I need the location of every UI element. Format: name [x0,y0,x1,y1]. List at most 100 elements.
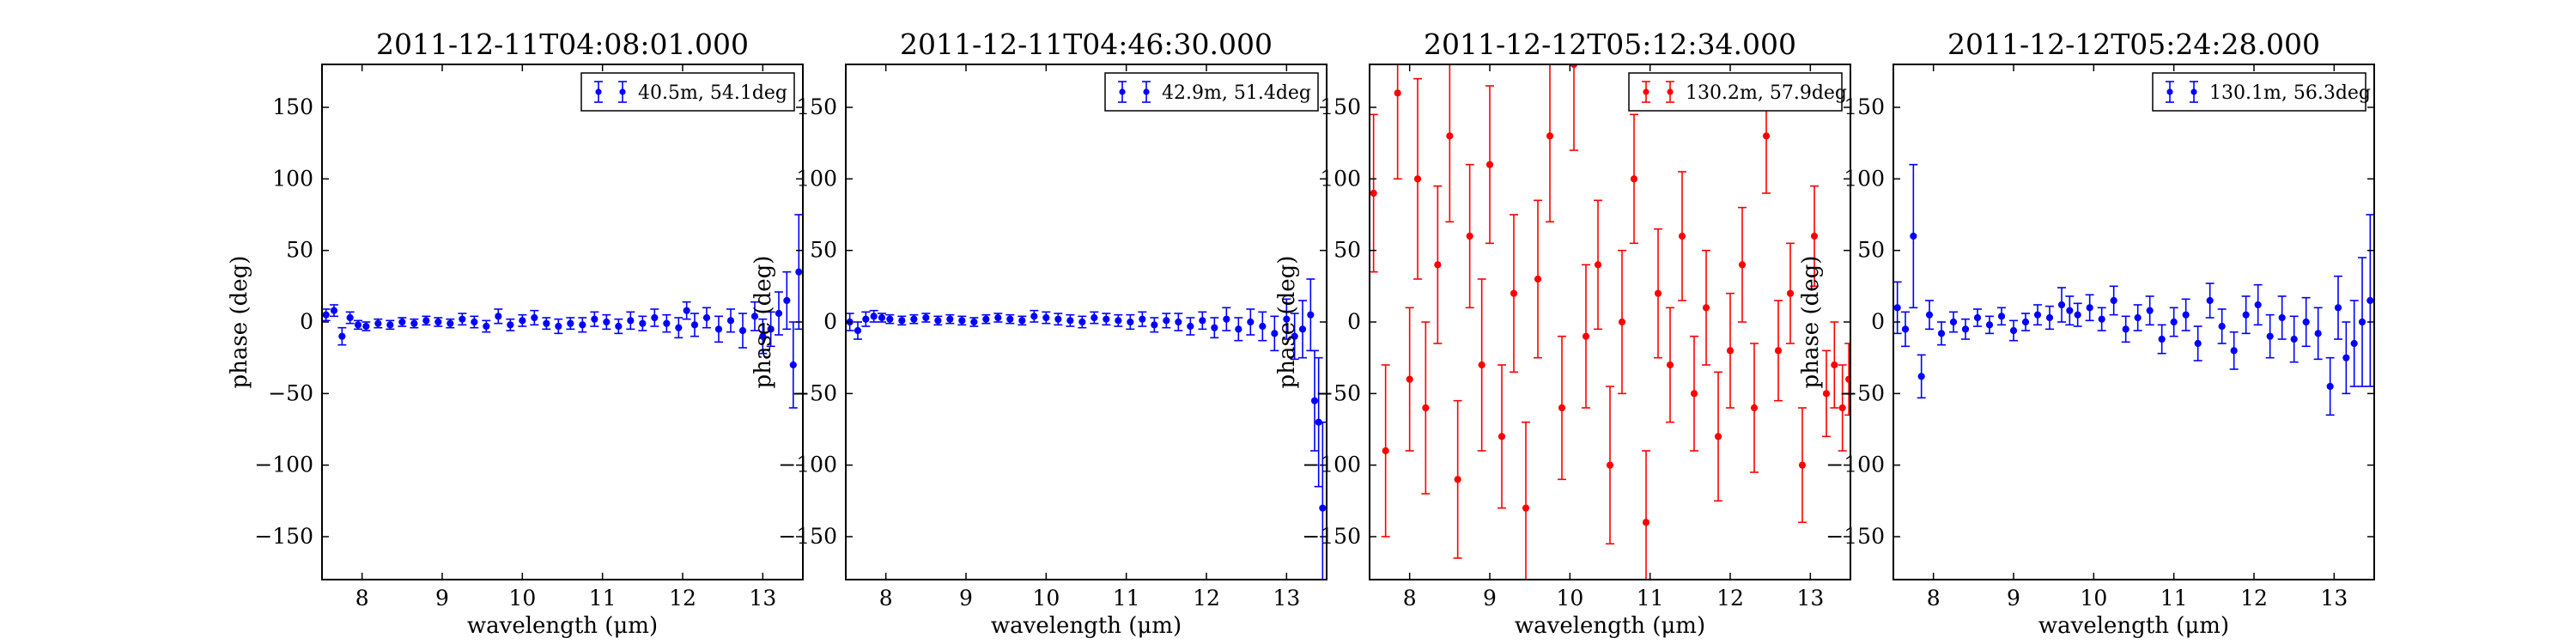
chart-title: 2011-12-12T05:12:34.000 [1424,27,1796,61]
y-tick-label: 100 [796,166,837,191]
x-tick-label: 9 [435,586,449,611]
y-tick-label: 50 [1334,238,1361,263]
data-point [1199,317,1206,325]
plot-data [322,214,803,409]
data-point [1949,318,1958,326]
y-tick-label: 150 [1320,94,1361,119]
data-point [854,326,862,335]
data-point [1042,313,1050,322]
data-point [2242,311,2250,319]
data-point [1690,390,1698,398]
data-point [1822,390,1831,398]
data-point [2110,296,2117,305]
data-point [795,268,803,276]
legend-box [1104,72,1319,112]
data-point [1702,304,1710,312]
data-point [362,322,370,331]
data-point [2266,332,2274,340]
data-point [1127,318,1134,326]
data-point [702,313,711,322]
data-point [1298,325,1307,333]
data-point [934,317,942,325]
data-point [1910,232,1917,240]
data-point [910,315,918,323]
legend-marker-point [595,88,602,95]
y-tick-label: −50 [1839,380,1885,405]
data-point [982,315,990,323]
data-point [1714,433,1722,440]
data-point [543,319,550,327]
x-tick-label: 9 [2007,586,2020,611]
data-point [1434,261,1442,269]
legend: 42.9m, 51.4deg [1104,72,1319,112]
data-point [958,317,966,325]
data-point [2302,318,2310,326]
y-tick-label: −50 [792,380,837,405]
data-point [1478,361,1485,369]
data-point [507,321,514,329]
x-axis-label: wavelength (μm) [1515,613,1705,639]
legend-box [2152,72,2366,112]
data-point [2045,313,2054,322]
data-point [639,319,647,327]
data-point [738,326,747,335]
data-point [1534,275,1542,283]
data-point [1223,315,1230,323]
y-tick-label: 0 [300,309,313,334]
data-point [1307,311,1315,319]
y-tick-label: −150 [778,524,837,549]
data-point [434,318,442,326]
data-point [767,325,775,333]
data-point [1546,132,1554,140]
chart-title: 2011-12-11T04:08:01.000 [376,27,749,61]
data-point [789,361,797,369]
data-point [495,313,502,320]
plot-data [1370,64,1850,580]
data-point [410,319,418,327]
data-point [1485,161,1494,168]
data-point [1726,347,1735,355]
y-axis-label: phase (deg) [750,256,776,389]
data-point [1985,321,1994,329]
y-tick-label: 100 [272,166,313,191]
data-point [2254,301,2262,309]
data-point [2350,339,2358,348]
data-point [1310,397,1319,404]
data-point [1291,332,1298,340]
data-point [970,318,978,326]
data-point [2334,304,2342,312]
data-point [2021,318,2030,326]
data-point [1798,461,1807,469]
y-axis-label: phase (deg) [1798,256,1824,389]
data-point [398,318,406,326]
data-point [447,319,454,327]
data-point [1422,404,1430,412]
data-point [690,321,699,329]
data-point [1006,315,1014,323]
y-tick-label: −150 [1826,524,1885,549]
data-point [1582,332,1590,340]
data-point [946,315,954,323]
x-tick-label: 8 [879,586,893,611]
data-point [1247,318,1255,326]
data-point [1259,322,1267,331]
y-axis-label: phase (deg) [227,256,252,389]
data-point [615,322,623,331]
legend-box [580,72,795,112]
legend: 130.2m, 57.9deg [1628,72,1847,112]
legend-marker-point [1643,88,1649,95]
data-point [898,317,906,325]
data-point [1606,461,1614,469]
y-tick-label: 50 [286,238,313,263]
data-point [354,321,362,329]
series-1 [1893,163,2374,416]
data-point [2066,307,2074,314]
legend: 130.1m, 56.3deg [2152,72,2371,112]
y-tick-label: 0 [1347,309,1361,334]
data-point [2326,382,2334,391]
data-point [555,322,562,331]
data-point [1030,313,1038,320]
data-point [338,332,346,340]
data-point [994,313,1002,322]
data-point [1413,175,1422,183]
